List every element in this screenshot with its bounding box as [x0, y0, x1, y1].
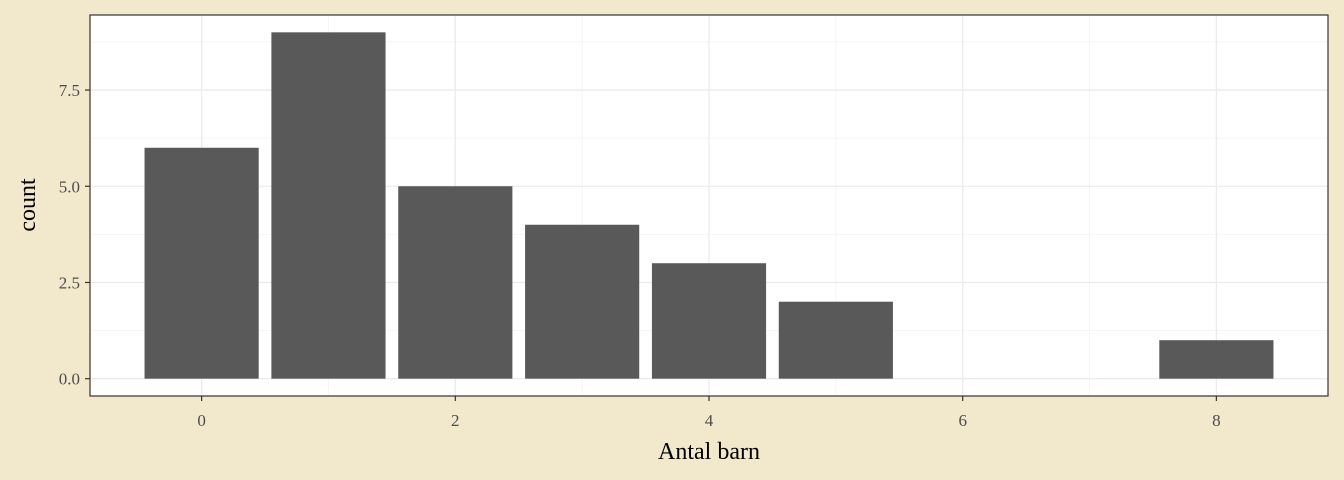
x-axis: 0 2 4 6 8	[197, 396, 1221, 430]
y-tick-label: 2.5	[59, 273, 80, 292]
x-tick-label: 6	[958, 411, 967, 430]
bars	[144, 32, 1274, 379]
bar	[651, 263, 767, 379]
bar	[398, 186, 513, 379]
y-tick-label: 7.5	[59, 81, 80, 100]
x-tick-label: 0	[197, 411, 206, 430]
x-axis-title: Antal barn	[658, 439, 760, 465]
y-axis: 0.0 2.5 5.0 7.5	[59, 81, 90, 389]
x-tick-label: 4	[705, 411, 714, 430]
bar	[144, 147, 259, 379]
bar	[525, 224, 640, 379]
y-tick-label: 5.0	[59, 177, 80, 196]
x-tick-label: 2	[451, 411, 460, 430]
bar	[271, 32, 386, 379]
x-tick-label: 8	[1212, 411, 1221, 430]
y-axis-title: count	[15, 178, 41, 232]
bar	[1159, 340, 1274, 379]
y-tick-label: 0.0	[59, 370, 80, 389]
bar	[778, 301, 893, 379]
